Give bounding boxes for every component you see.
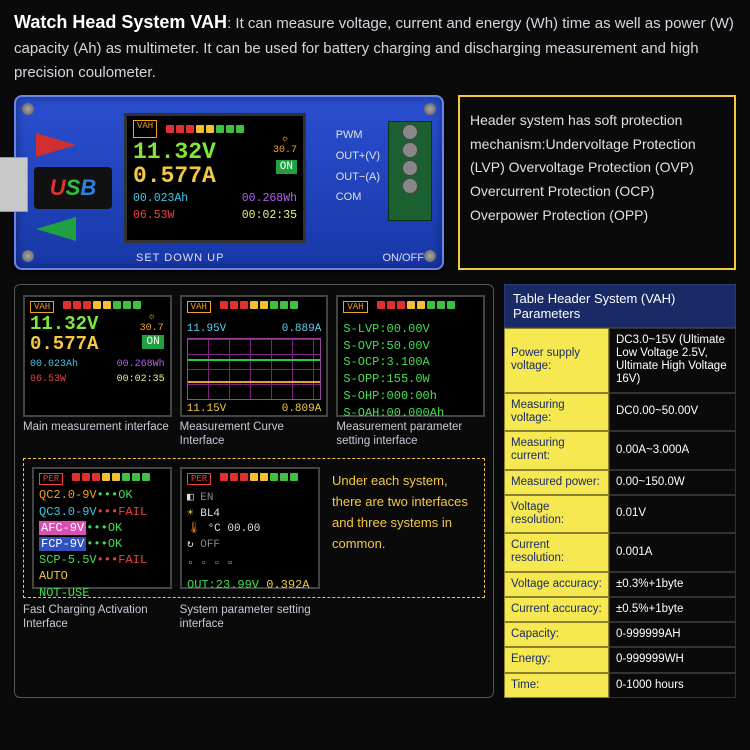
table-row: Energy:0-999999WH <box>504 647 736 672</box>
curve-graph <box>187 338 322 400</box>
param-value: ±0.3%+1byte <box>609 572 736 597</box>
param-label: Measured power: <box>504 470 609 495</box>
table-row: Voltage resolution:0.01V <box>504 495 736 533</box>
param-value: DC0.00~50.00V <box>609 393 736 431</box>
screw-icon <box>22 103 34 115</box>
screen-caption: System parameter setting interface <box>180 604 329 632</box>
param-value: 0.01V <box>609 495 736 533</box>
table-row: Power supply voltage:DC3.0~15V (Ultimate… <box>504 328 736 393</box>
usb-badge: USB <box>34 167 112 209</box>
time-reading: 00:02:35 <box>242 209 297 222</box>
screw-icon <box>424 103 436 115</box>
param-label: Energy: <box>504 647 609 672</box>
system-param-screen: PER ◧ EN ☀ BL4 🌡 °C 00.00 ↻ OFF ▫ ▫ ▫ ▫ … <box>180 467 320 589</box>
fast-charging-screen: PER QC2.0-9V•••OK QC3.0-9V•••FAIL AFC-9V… <box>32 467 172 589</box>
param-setting-screen: VAH S-LVP:00.00VS-OVP:50.00VS-OCP:3.100A… <box>336 295 485 417</box>
main-interface-screen: VAH 11.32V 0.577A ☼30.7 ON 00.023Ah00.26… <box>23 295 172 417</box>
device-illustration: USB VAH 11.32V 0.577A ☼30.7 ON 00.023Ah0… <box>14 95 444 270</box>
param-value: 0-999999AH <box>609 622 736 647</box>
param-label: Current accuracy: <box>504 597 609 622</box>
screen-caption: Main measurement interface <box>23 421 172 435</box>
terminal-labels: PWM OUT+(V) OUT−(A) COM <box>336 125 380 209</box>
header-title: Watch Head System VAH <box>14 12 227 32</box>
param-value: 0-999999WH <box>609 647 736 672</box>
param-label: Voltage accuracy: <box>504 572 609 597</box>
ah-reading: 00.023Ah <box>133 192 188 205</box>
param-label: Power supply voltage: <box>504 328 609 393</box>
param-value: 0-1000 hours <box>609 673 736 698</box>
header-description: Watch Head System VAH: It can measure vo… <box>0 0 750 95</box>
table-row: Voltage accuracy:±0.3%+1byte <box>504 572 736 597</box>
arrow-left-icon <box>36 217 76 241</box>
table-row: Measuring voltage:DC0.00~50.00V <box>504 393 736 431</box>
screw-icon <box>424 250 436 262</box>
param-value: 0.00A~3.000A <box>609 431 736 469</box>
param-value: ±0.5%+1byte <box>609 597 736 622</box>
parameters-table: Table Header System (VAH) Parameters Pow… <box>504 284 736 698</box>
param-label: Measuring current: <box>504 431 609 469</box>
protection-info-box: Header system has soft protection mechan… <box>458 95 736 270</box>
arrow-right-icon <box>36 133 76 157</box>
common-screens-group: PER QC2.0-9V•••OK QC3.0-9V•••FAIL AFC-9V… <box>23 458 485 598</box>
table-row: Capacity:0-999999AH <box>504 622 736 647</box>
screens-panel: VAH 11.32V 0.577A ☼30.7 ON 00.023Ah00.26… <box>14 284 494 698</box>
table-row: Time:0-1000 hours <box>504 673 736 698</box>
param-value: 0.00~150.0W <box>609 470 736 495</box>
wh-reading: 00.268Wh <box>242 192 297 205</box>
temp-reading: ☼30.7 <box>273 134 297 156</box>
param-value: DC3.0~15V (Ultimate Low Voltage 2.5V, Ul… <box>609 328 736 393</box>
on-badge: ON <box>276 160 297 174</box>
screw-icon <box>22 250 34 262</box>
curve-interface-screen: VAH 11.95V0.889A 11.15V0.809A <box>180 295 329 417</box>
param-value: 0.001A <box>609 533 736 571</box>
param-label: Measuring voltage: <box>504 393 609 431</box>
watts-reading: 06.53W <box>133 209 174 222</box>
screen-caption: Measurement parameter setting interface <box>336 421 485 449</box>
button-labels: SET DOWN UP <box>136 252 224 264</box>
device-lcd: VAH 11.32V 0.577A ☼30.7 ON 00.023Ah00.26… <box>124 113 306 243</box>
param-label: Capacity: <box>504 622 609 647</box>
terminal-block <box>388 121 432 221</box>
params-table-title: Table Header System (VAH) Parameters <box>504 284 736 328</box>
screen-caption: Measurement Curve Interface <box>180 421 329 449</box>
table-row: Measured power:0.00~150.0W <box>504 470 736 495</box>
onoff-label: ON/OFF <box>382 252 424 264</box>
param-label: Current resolution: <box>504 533 609 571</box>
param-label: Voltage resolution: <box>504 495 609 533</box>
usb-plug-icon <box>0 157 28 212</box>
table-row: Current resolution:0.001A <box>504 533 736 571</box>
screen-caption: Fast Charging Activation Interface <box>23 604 172 632</box>
table-row: Current accuracy:±0.5%+1byte <box>504 597 736 622</box>
current-reading: 0.577A <box>133 164 297 188</box>
under-system-text: Under each system, there are two interfa… <box>328 467 476 589</box>
table-row: Measuring current:0.00A~3.000A <box>504 431 736 469</box>
param-label: Time: <box>504 673 609 698</box>
